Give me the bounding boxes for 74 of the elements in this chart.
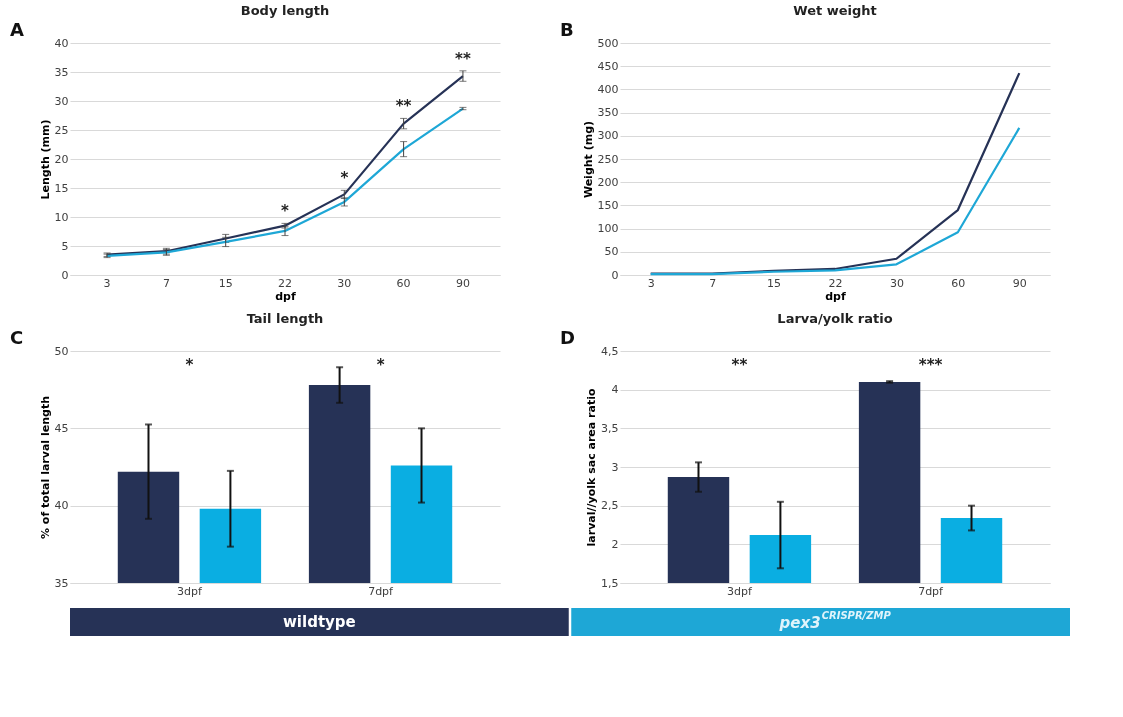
text: B bbox=[560, 19, 574, 40]
y-tick-label: 30 bbox=[54, 94, 69, 108]
x-tick-label: 60 bbox=[396, 276, 411, 290]
x-tick-label: 15 bbox=[767, 276, 782, 290]
y-tick-label: 4 bbox=[611, 383, 619, 397]
chart-title: Larva/yolk ratio bbox=[777, 311, 893, 326]
text: D bbox=[560, 327, 575, 348]
chart-title: Tail length bbox=[246, 311, 324, 326]
annotation: ** bbox=[731, 356, 748, 374]
y-tick-label: 10 bbox=[54, 210, 69, 224]
y-tick-label: 2 bbox=[611, 537, 619, 551]
y-tick-label: 0 bbox=[61, 268, 69, 282]
y-tick-label: 50 bbox=[54, 344, 69, 358]
y-tick-label: 400 bbox=[597, 82, 619, 96]
x-tick-label: 15 bbox=[218, 276, 233, 290]
y-tick-label: 15 bbox=[54, 181, 69, 195]
x-tick-label: 7dpf bbox=[368, 584, 395, 598]
y-tick-label: 300 bbox=[597, 129, 619, 143]
annotation: ** bbox=[395, 97, 412, 116]
x-tick-label: 22 bbox=[828, 276, 843, 290]
text: A bbox=[10, 19, 24, 40]
y-axis-title: Weight (mg) bbox=[581, 120, 595, 199]
y-tick-label: 150 bbox=[597, 198, 619, 212]
x-tick-label: 60 bbox=[951, 276, 966, 290]
x-tick-label: 22 bbox=[278, 276, 292, 290]
line-series bbox=[105, 107, 465, 257]
x-tick-label: 30 bbox=[337, 276, 352, 290]
x-tick-label: 30 bbox=[889, 276, 904, 290]
y-tick-label: 40 bbox=[54, 499, 69, 513]
x-tick-label: 3dpf bbox=[727, 584, 753, 598]
x-tick-label: 7 bbox=[162, 276, 170, 290]
y-tick-label: 500 bbox=[597, 36, 619, 50]
y-axis-title: larval//yolk sac area ratio bbox=[585, 388, 599, 547]
y-tick-label: 100 bbox=[597, 222, 619, 236]
x-tick-label: 90 bbox=[455, 276, 470, 290]
y-tick-label: 50 bbox=[604, 245, 619, 259]
y-tick-label: 40 bbox=[54, 36, 69, 50]
y-tick-label: 25 bbox=[54, 123, 69, 137]
x-tick-label: 3 bbox=[647, 276, 655, 290]
y-tick-label: 0 bbox=[611, 268, 619, 282]
x-tick-label: 3 bbox=[103, 276, 111, 290]
y-tick-label: 35 bbox=[54, 65, 69, 79]
x-tick-label: 90 bbox=[1012, 276, 1027, 290]
annotation: *** bbox=[918, 356, 943, 374]
x-tick-label: 3dpf bbox=[177, 584, 203, 598]
y-tick-label: 2,5 bbox=[601, 499, 619, 513]
text: wildtype bbox=[283, 613, 356, 631]
chart-title: Wet weight bbox=[793, 3, 877, 18]
y-tick-label: 3 bbox=[611, 460, 619, 474]
x-tick-label: 7 bbox=[709, 276, 717, 290]
text: C bbox=[10, 327, 24, 348]
annotation: ** bbox=[455, 49, 471, 68]
line-series bbox=[649, 126, 1021, 276]
y-tick-label: 5 bbox=[61, 239, 69, 253]
annotation: * bbox=[376, 356, 385, 374]
annotation: * bbox=[281, 202, 290, 221]
chart-title: Body length bbox=[240, 3, 330, 18]
y-tick-label: 3,5 bbox=[601, 421, 619, 435]
x-axis-title: dpf bbox=[275, 289, 296, 303]
y-tick-label: 35 bbox=[54, 576, 69, 590]
y-axis-title: Length (mm) bbox=[38, 119, 52, 200]
annotation: * bbox=[185, 356, 194, 374]
annotation: * bbox=[340, 169, 349, 188]
y-tick-label: 45 bbox=[54, 421, 69, 435]
y-tick-label: 350 bbox=[597, 106, 619, 120]
y-tick-label: 1,5 bbox=[601, 576, 619, 590]
x-tick-label: 7dpf bbox=[918, 584, 945, 598]
y-tick-label: 250 bbox=[597, 152, 619, 166]
x-axis-title: dpf bbox=[825, 289, 846, 303]
y-axis-title: % of total larval length bbox=[38, 396, 52, 539]
y-tick-label: 450 bbox=[597, 59, 619, 73]
y-tick-label: 200 bbox=[597, 175, 619, 189]
y-tick-label: 20 bbox=[54, 152, 69, 166]
y-tick-label: 4,5 bbox=[601, 344, 619, 358]
